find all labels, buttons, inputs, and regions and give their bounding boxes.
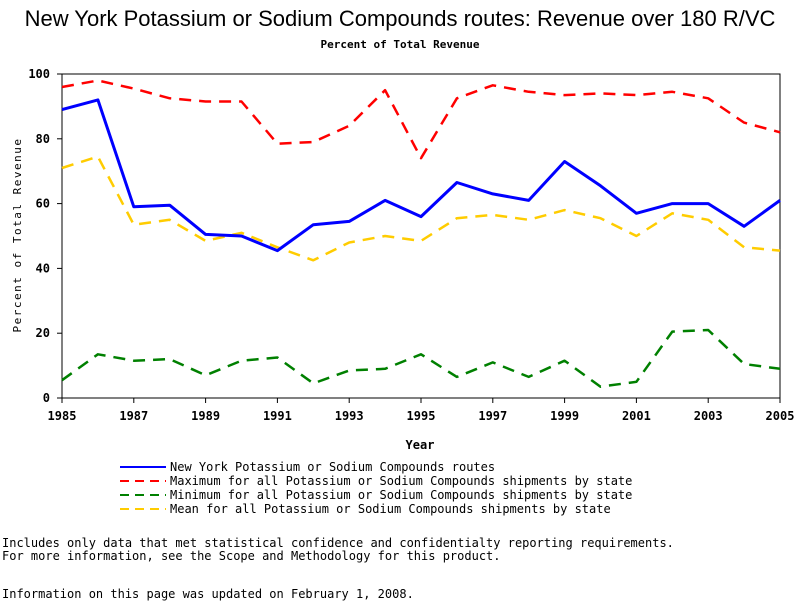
legend-swatch-yellow	[120, 508, 166, 510]
x-tick-label: 2005	[766, 409, 795, 423]
legend-label: New York Potassium or Sodium Compounds r…	[170, 460, 496, 474]
y-tick-label: 100	[28, 67, 50, 81]
x-tick-label: 1989	[191, 409, 220, 423]
x-tick-label: 2001	[622, 409, 651, 423]
line-chart: 1985 1987 1989 1991 1993 1995 1997 1999 2001 2003…	[11, 67, 794, 452]
footnote-updated: Information on this page was updated on …	[2, 587, 414, 601]
footnote-confidence: Includes only data that met statistical …	[2, 536, 674, 550]
legend-item-minimum: Minimum for all Potassium or Sodium Comp…	[120, 488, 632, 502]
chart-axes: 1985 1987 1989 1991 1993 1995 1997 1999 2001 2003…	[28, 67, 794, 423]
series-line-minimum	[61, 328, 781, 388]
x-axis-label: Year	[406, 438, 435, 452]
legend-label: Maximum for all Potassium or Sodium Comp…	[170, 474, 633, 488]
x-tick-label: 1999	[550, 409, 579, 423]
legend-swatch-blue	[120, 466, 166, 468]
chart-legend: New York Potassium or Sodium Compounds r…	[120, 460, 632, 516]
legend-item-mean: Mean for all Potassium or Sodium Compoun…	[120, 502, 632, 516]
series-line-mean	[61, 155, 781, 262]
plot-frame	[61, 73, 781, 399]
y-tick-label: 0	[43, 391, 50, 405]
legend-swatch-green	[120, 494, 166, 496]
legend-swatch-red	[120, 480, 166, 482]
x-tick-label: 2003	[694, 409, 723, 423]
x-tick-label: 1993	[335, 409, 364, 423]
x-tick-label: 1985	[48, 409, 77, 423]
chart-title: New York Potassium or Sodium Compounds r…	[24, 6, 776, 31]
footnote-methodology: For more information, see the Scope and …	[2, 549, 501, 563]
y-tick-label: 40	[36, 261, 50, 275]
x-tick-label: 1987	[119, 409, 148, 423]
legend-item-maximum: Maximum for all Potassium or Sodium Comp…	[120, 474, 632, 488]
y-tick-label: 20	[36, 326, 50, 340]
y-tick-label: 60	[36, 197, 50, 211]
series-group	[61, 79, 781, 388]
legend-label: Minimum for all Potassium or Sodium Comp…	[170, 488, 633, 502]
x-tick-label: 1997	[478, 409, 507, 423]
series-line-new-york	[61, 98, 781, 253]
legend-label: Mean for all Potassium or Sodium Compoun…	[170, 502, 611, 516]
chart-subtitle: Percent of Total Revenue	[320, 38, 480, 51]
x-tick-label: 1995	[407, 409, 436, 423]
series-line-maximum	[61, 79, 781, 160]
x-tick-label: 1991	[263, 409, 292, 423]
y-axis-label: Percent of Total Revenue	[11, 138, 24, 333]
legend-item-new-york: New York Potassium or Sodium Compounds r…	[120, 460, 632, 474]
y-tick-label: 80	[36, 132, 50, 146]
